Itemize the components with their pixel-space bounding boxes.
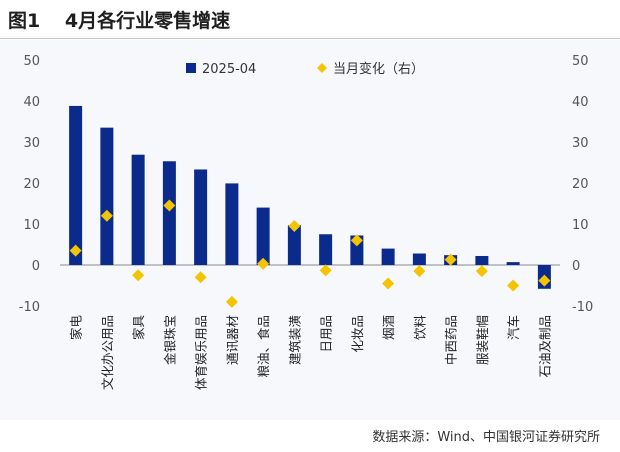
category-label: 家具 xyxy=(131,315,146,341)
bar xyxy=(287,225,301,265)
chart-title-bar: 图1 4月各行业零售增速 xyxy=(8,6,230,33)
bar xyxy=(412,253,426,265)
category-label: 文化办公用品 xyxy=(100,315,115,390)
change-marker xyxy=(507,279,520,292)
bar xyxy=(69,105,83,265)
y-left-tick-label: 40 xyxy=(23,95,40,110)
category-label: 化妆品 xyxy=(350,315,365,353)
data-source: 数据来源：Wind、中国银河证券研究所 xyxy=(372,430,600,445)
y-left-tick-label: 0 xyxy=(32,259,40,274)
change-marker xyxy=(69,244,82,257)
bar xyxy=(194,169,208,265)
y-right-tick-label: 20 xyxy=(572,177,589,192)
y-right-tick-label: 40 xyxy=(572,95,589,110)
y-right-tick-label: -10 xyxy=(572,300,593,315)
y-right-tick-label: 10 xyxy=(572,218,589,233)
category-label: 粮油、食品 xyxy=(256,315,271,378)
change-marker xyxy=(225,295,238,308)
y-right-tick-label: 50 xyxy=(572,54,589,69)
category-label: 家电 xyxy=(69,315,84,341)
change-marker xyxy=(413,265,426,278)
change-marker xyxy=(194,271,207,284)
category-label: 建筑装潢 xyxy=(287,315,302,365)
change-marker xyxy=(288,220,301,233)
y-right-tick-label: 30 xyxy=(572,136,589,151)
legend-marker-swatch xyxy=(317,63,327,73)
category-label: 服装鞋帽 xyxy=(475,315,490,365)
y-left-tick-label: 30 xyxy=(23,136,40,151)
category-label: 日用品 xyxy=(319,315,334,353)
category-label: 汽车 xyxy=(506,315,521,340)
legend-marker-label: 当月变化（右） xyxy=(333,61,424,77)
change-marker xyxy=(100,209,113,222)
bar xyxy=(131,154,145,265)
bar xyxy=(225,183,239,265)
change-marker xyxy=(382,277,395,290)
category-label: 金银珠宝 xyxy=(162,315,177,365)
change-marker xyxy=(257,257,270,270)
figure-label: 图1 xyxy=(8,10,41,32)
bar xyxy=(100,127,114,266)
bar xyxy=(506,262,520,265)
change-marker xyxy=(319,264,332,277)
y-left-tick-label: 50 xyxy=(23,54,40,69)
bar xyxy=(162,161,176,265)
change-marker xyxy=(163,199,176,212)
change-marker xyxy=(132,269,145,282)
legend-bar-swatch xyxy=(186,63,196,73)
category-label: 烟酒 xyxy=(381,315,396,340)
bar xyxy=(381,248,395,265)
category-label: 体育娱乐用品 xyxy=(194,315,209,390)
chart-title: 4月各行业零售增速 xyxy=(64,10,231,32)
change-marker xyxy=(475,265,488,278)
bar xyxy=(256,207,270,265)
title-divider xyxy=(0,38,620,39)
y-left-tick-label: 10 xyxy=(23,218,40,233)
bar xyxy=(319,234,333,265)
category-label: 石油及制品 xyxy=(537,315,552,378)
legend-bar-label: 2025-04 xyxy=(202,62,256,77)
bar-chart: -10 -10 0 0 10 10 20 20 30 30 40 40 50 50 家电 文化办公用品 家具 金银… xyxy=(19,54,593,390)
y-left-tick-label: -10 xyxy=(19,300,40,315)
y-right-tick-label: 0 xyxy=(572,259,580,274)
y-left-tick-label: 20 xyxy=(23,177,40,192)
bar xyxy=(475,255,489,265)
change-marker xyxy=(538,274,551,287)
change-marker xyxy=(350,234,363,247)
category-label: 通讯器材 xyxy=(225,315,240,365)
category-label: 饮料 xyxy=(412,315,427,341)
category-label: 中西药品 xyxy=(444,315,459,365)
